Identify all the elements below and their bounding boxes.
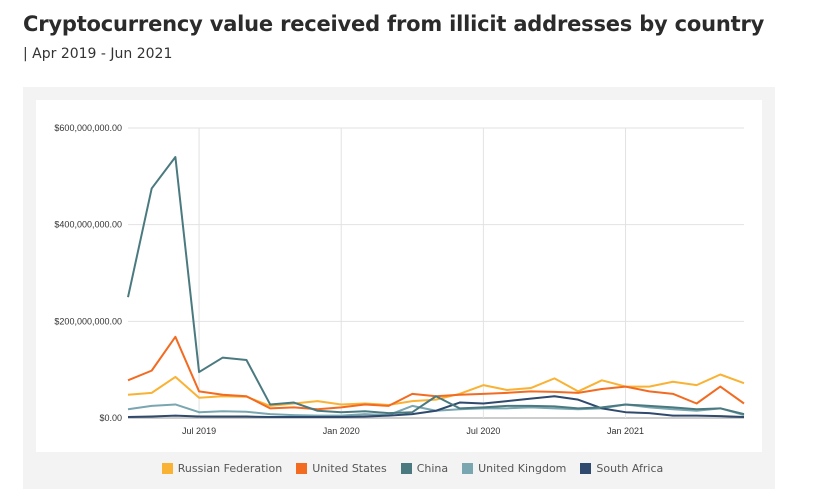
legend-item[interactable]: United States [296,462,387,475]
series-line-russian-federation [127,373,745,407]
legend: Russian Federation United States China Unit… [0,462,825,475]
legend-swatch [400,463,412,474]
y-tick-label: $400,000,000.00 [54,220,122,230]
y-tick-label: $600,000,000.00 [54,123,122,133]
chart-title: Cryptocurrency value received from illic… [23,12,765,36]
x-tick-label: Jan 2020 [323,426,360,436]
legend-label: South Africa [596,462,664,475]
series-line-china [127,156,745,416]
x-tick-label: Jul 2020 [466,426,500,436]
x-tick-label: Jan 2021 [607,426,644,436]
legend-item[interactable]: Russian Federation [161,462,283,475]
y-tick-label: $200,000,000.00 [54,316,122,326]
x-tick-label: Jul 2019 [182,426,216,436]
legend-item[interactable]: South Africa [580,462,663,475]
series-line-south-africa [127,395,745,419]
legend-swatch [296,463,308,474]
legend-item[interactable]: United Kingdom [462,462,566,475]
legend-swatch [580,463,592,474]
legend-label: China [416,462,449,475]
legend-label: United States [312,462,387,475]
legend-label: Russian Federation [177,462,283,475]
chart-subtitle: | Apr 2019 - Jun 2021 [23,46,173,62]
chart-area [36,100,762,452]
legend-item[interactable]: China [400,462,449,475]
legend-swatch [462,463,474,474]
legend-swatch [161,463,173,474]
series-line-united-states [127,335,745,411]
y-tick-label: $0.00 [99,413,122,423]
legend-label: United Kingdom [478,462,567,475]
